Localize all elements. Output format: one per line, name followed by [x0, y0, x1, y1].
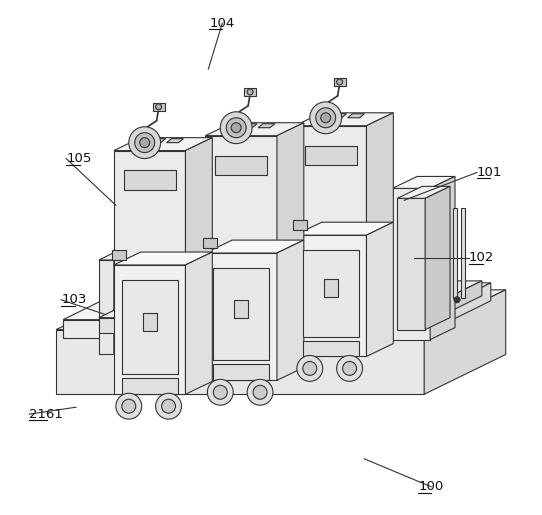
Polygon shape — [366, 222, 393, 356]
Polygon shape — [295, 113, 393, 126]
Polygon shape — [295, 126, 366, 235]
Polygon shape — [330, 114, 346, 118]
Polygon shape — [185, 252, 212, 394]
Polygon shape — [122, 280, 178, 374]
Circle shape — [316, 108, 335, 128]
Polygon shape — [215, 156, 267, 176]
Circle shape — [303, 362, 317, 375]
Polygon shape — [166, 139, 184, 143]
Circle shape — [208, 380, 233, 405]
Text: 105: 105 — [66, 152, 92, 165]
Polygon shape — [424, 290, 506, 394]
Circle shape — [321, 113, 331, 123]
Polygon shape — [366, 113, 393, 235]
Polygon shape — [149, 139, 165, 143]
Polygon shape — [112, 250, 126, 260]
Circle shape — [247, 89, 253, 95]
Polygon shape — [277, 123, 304, 253]
Polygon shape — [56, 330, 424, 394]
Polygon shape — [185, 138, 212, 265]
Polygon shape — [99, 260, 114, 354]
Polygon shape — [234, 300, 248, 318]
Polygon shape — [143, 313, 157, 331]
Polygon shape — [407, 281, 482, 333]
Text: 104: 104 — [210, 17, 235, 30]
Circle shape — [129, 127, 160, 159]
Polygon shape — [205, 240, 304, 253]
Polygon shape — [392, 177, 455, 188]
Circle shape — [310, 102, 341, 134]
Circle shape — [122, 399, 136, 413]
Circle shape — [162, 399, 176, 413]
Polygon shape — [205, 123, 304, 135]
Circle shape — [337, 79, 343, 85]
Polygon shape — [114, 265, 185, 394]
Polygon shape — [205, 253, 277, 381]
Polygon shape — [114, 150, 185, 265]
Polygon shape — [425, 186, 450, 330]
Polygon shape — [205, 135, 277, 253]
Polygon shape — [347, 114, 364, 118]
Polygon shape — [99, 223, 189, 260]
Polygon shape — [305, 146, 357, 165]
Polygon shape — [124, 170, 176, 191]
Polygon shape — [99, 281, 482, 318]
Text: 100: 100 — [418, 480, 444, 493]
Polygon shape — [453, 208, 457, 298]
Circle shape — [156, 104, 162, 110]
Text: 2161: 2161 — [29, 408, 63, 421]
Polygon shape — [416, 283, 491, 337]
Polygon shape — [63, 320, 416, 337]
Polygon shape — [244, 88, 256, 96]
Polygon shape — [303, 340, 358, 356]
Polygon shape — [122, 379, 178, 394]
Polygon shape — [258, 124, 275, 128]
Polygon shape — [99, 318, 407, 333]
Circle shape — [337, 355, 363, 381]
Text: 101: 101 — [477, 166, 502, 179]
Circle shape — [454, 297, 460, 303]
Polygon shape — [397, 186, 450, 198]
Polygon shape — [397, 198, 425, 330]
Text: 102: 102 — [469, 251, 494, 265]
Polygon shape — [114, 138, 212, 150]
Polygon shape — [392, 188, 430, 339]
Circle shape — [116, 393, 141, 419]
Circle shape — [220, 112, 252, 144]
Circle shape — [231, 123, 241, 133]
Circle shape — [156, 393, 182, 419]
Polygon shape — [63, 283, 491, 320]
Polygon shape — [303, 250, 358, 337]
Polygon shape — [461, 208, 465, 298]
Polygon shape — [153, 103, 165, 111]
Circle shape — [214, 385, 227, 399]
Circle shape — [297, 355, 322, 381]
Polygon shape — [114, 252, 212, 265]
Circle shape — [226, 118, 246, 138]
Text: 103: 103 — [61, 293, 87, 306]
Circle shape — [135, 133, 154, 152]
Polygon shape — [240, 124, 257, 128]
Circle shape — [343, 362, 357, 375]
Polygon shape — [203, 238, 217, 248]
Polygon shape — [114, 223, 189, 354]
Circle shape — [253, 385, 267, 399]
Polygon shape — [334, 78, 346, 86]
Circle shape — [247, 380, 273, 405]
Polygon shape — [295, 235, 366, 356]
Polygon shape — [324, 279, 338, 297]
Polygon shape — [295, 222, 393, 235]
Polygon shape — [430, 177, 455, 339]
Polygon shape — [214, 365, 269, 381]
Polygon shape — [214, 268, 269, 360]
Polygon shape — [293, 220, 307, 230]
Circle shape — [140, 138, 150, 148]
Polygon shape — [277, 240, 304, 381]
Polygon shape — [56, 290, 506, 330]
